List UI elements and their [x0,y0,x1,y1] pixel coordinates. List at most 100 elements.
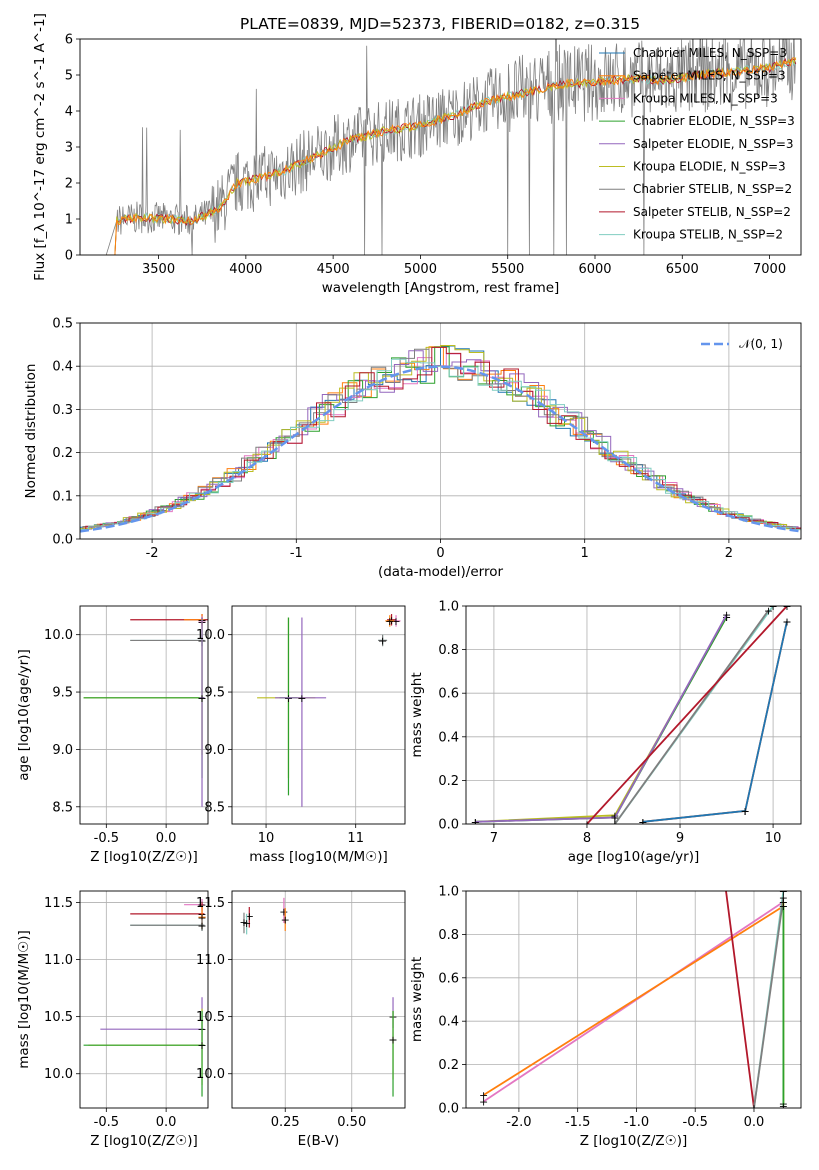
marker: + [297,692,306,705]
y-tick-label: 9.0 [204,743,225,758]
panel-spectrum: 3500 4000 4500 5000 5500 6000 6500 7000 0 1 2 3 4 5 6 w… [32,13,802,296]
y-tick-label: 11.0 [196,953,225,968]
weight-marker: + [720,874,729,887]
errorbar-point: + [378,634,387,647]
y-tick-label: 11.5 [196,896,225,911]
y-tick-label: 0.5 [52,317,73,332]
x-axis-label: Z [log10(Z/Z☉)] [90,849,198,865]
y-tick-label: 0.8 [438,928,459,943]
weight-marker: + [741,805,750,818]
x-tick-label: 10 [258,831,275,846]
model-spectrum-salpeter-miles [106,57,797,255]
x-tick-label: 4500 [317,262,350,277]
plot-area: ++++ +++ +++++++++++++++++ [471,600,792,831]
y-tick-label: 8.5 [204,800,225,815]
marker: + [197,919,206,932]
x-tick-label: 5500 [491,262,524,277]
weight-line-chabrier-elodie [475,616,728,823]
errorbar-point: + [279,897,289,923]
x-tick-label: 3500 [142,262,175,277]
y-tick-label: 0.1 [52,489,73,504]
histogram-kroupa-stelib [80,358,801,531]
x-axis-label: Z [log10(Z/Z☉)] [90,1133,198,1149]
figure-title: PLATE=0839, MJD=52373, FIBERID=0182, z=0… [240,15,640,33]
x-tick-label: 6500 [666,262,699,277]
x-tick-label: 4000 [229,262,262,277]
x-axis-label: wavelength [Angstrom, rest frame] [322,280,560,296]
y-tick-label: 10.0 [196,628,225,643]
y-tick-label: 1 [65,213,73,228]
x-tick-label: 1 [581,546,589,561]
marker: + [239,916,248,929]
x-tick-label: 5000 [404,262,437,277]
weight-line-salpeter-elodie [475,614,728,823]
y-tick-label: 0.0 [52,533,73,548]
plot-area [105,39,797,255]
y-tick-label: 0.2 [52,446,73,461]
y-axis-label: age [log10(age/yr)] [16,649,32,781]
x-tick-label: 0.25 [271,1115,300,1130]
y-axis-label: mass weight [409,957,425,1042]
weight-marker: + [471,816,480,829]
legend-label: Kroupa ELODIE, N_SSP=3 [633,160,786,174]
x-tick-label: -2.0 [506,1115,531,1130]
weight-line-chabrier-stelib [753,897,785,1108]
y-tick-label: 0.0 [438,1102,459,1117]
weight-marker: + [479,1095,488,1108]
panel-mass-Z: ++++++++ -0.5 0.0 10.0 10.5 11.0 11.5 Z [log10(… [16,890,209,1149]
x-tick-label: 9 [676,831,684,846]
x-tick-label: 10 [765,831,782,846]
y-tick-label: 9.5 [204,686,225,701]
marker: + [242,917,251,930]
marker: + [197,692,206,705]
x-axis-label: age [log10(age/yr)] [568,849,700,865]
plot-area [80,345,801,533]
errorbar-point: + [83,1010,207,1097]
weight-marker: + [782,615,791,628]
marker: + [385,615,394,628]
weight-marker: + [768,600,777,613]
weight-line-chabrier-miles [642,621,788,823]
marker: + [387,614,396,627]
legend-label: Salpeter ELODIE, N_SSP=3 [633,137,794,151]
legend-label: Kroupa MILES, N_SSP=3 [633,91,778,105]
marker: + [279,906,288,919]
axes-frame [79,890,209,1109]
axes-frame [79,38,802,256]
x-tick-label: 0.0 [156,1115,177,1130]
y-tick-label: 10.0 [44,628,73,643]
errorbar-point: + [100,997,207,1041]
x-axis-label: Z [log10(Z/Z☉)] [580,1133,688,1149]
x-tick-label: -0.5 [683,1115,708,1130]
plot-area: ++++++++ [83,899,207,1097]
weight-marker: + [471,816,480,829]
panel-residuals: -2 -1 0 1 2 0.0 0.1 0.2 0.3 0.4 0.5 (data-model)/er… [23,317,802,580]
errorbar-point: + [387,614,396,627]
weight-marker: + [610,818,619,831]
errorbar-point: + [242,913,251,935]
y-axis-label: Flux [f_λ 10^-17 erg cm^-2 s^-1 A^-1] [32,13,48,281]
weight-marker: + [779,900,788,913]
weight-marker: + [782,600,791,613]
y-axis-label: mass [log10(M/M☉)] [16,930,32,1069]
x-tick-label: -0.5 [94,1115,119,1130]
legend-label: 𝒩(0, 1) [739,337,783,351]
plot-area: ++++++++++++++ [479,874,788,1108]
plot-area: ++++++++ [239,897,398,1097]
errorbar-point: + [385,615,394,628]
y-tick-label: 1.0 [438,885,459,900]
y-tick-label: 10.0 [196,1067,225,1082]
y-tick-label: 0.4 [438,1015,459,1030]
weight-marker: + [582,818,591,831]
x-tick-label: 11 [347,831,364,846]
x-axis-label: E(B-V) [298,1133,340,1149]
plot-area: ++++++++ [257,614,401,807]
x-axis-label: mass [log10(M/M☉)] [249,849,388,865]
marker: + [197,1039,206,1052]
legend-label: Chabrier MILES, N_SSP=3 [633,46,787,60]
marker: + [281,914,290,927]
x-tick-label: 0.0 [744,1115,765,1130]
y-tick-label: 0 [65,249,73,264]
